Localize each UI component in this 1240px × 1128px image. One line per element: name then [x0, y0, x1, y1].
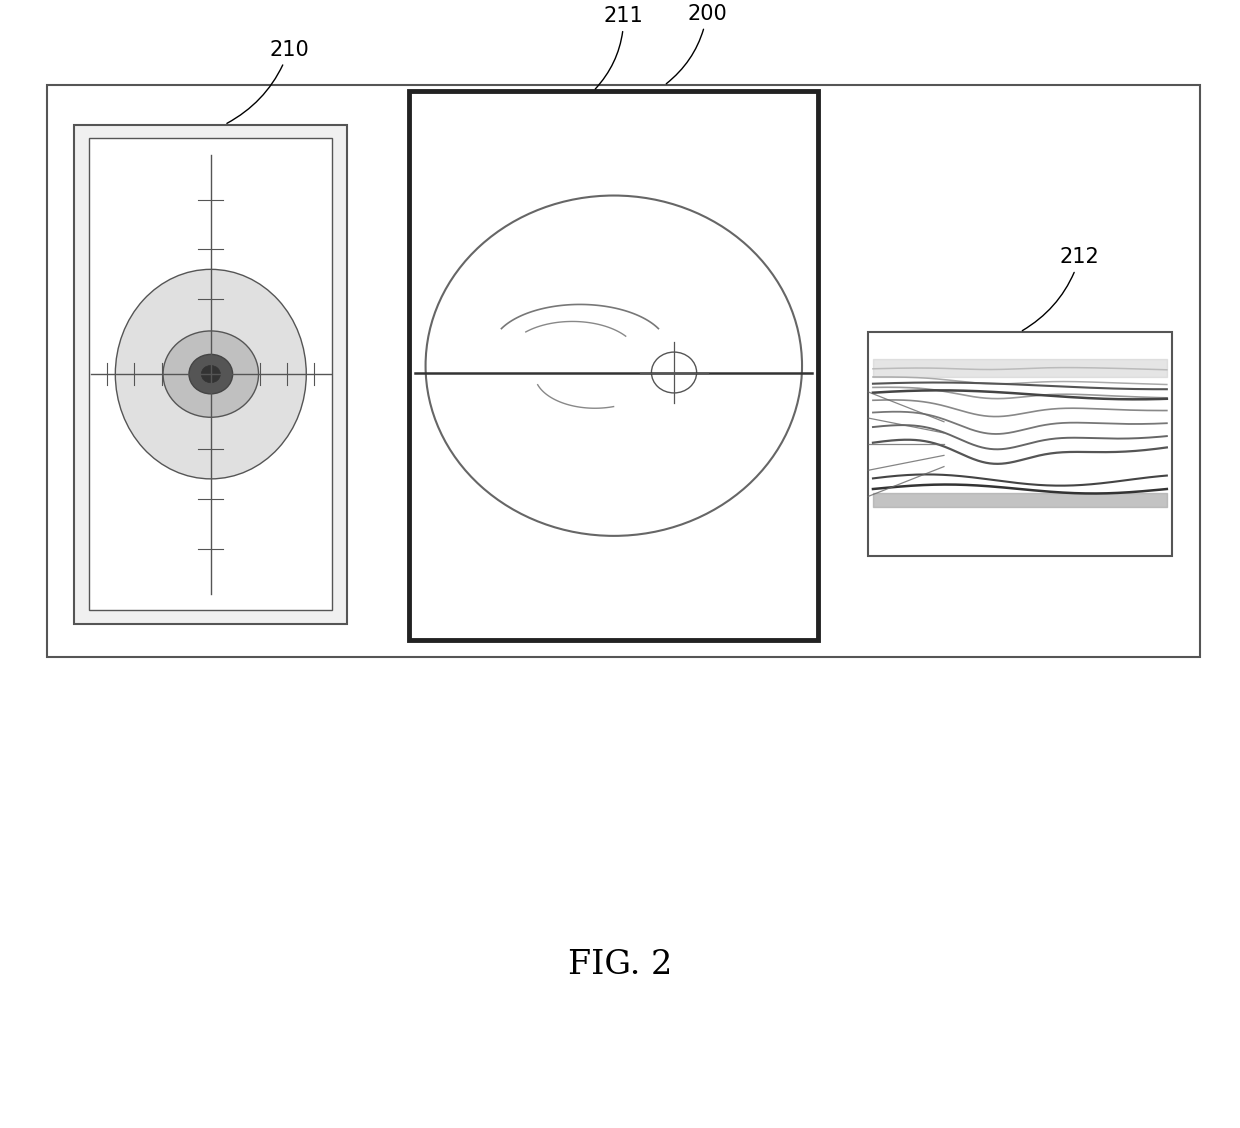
Bar	[89, 138, 332, 610]
Bar	[868, 332, 1172, 556]
Circle shape	[201, 365, 221, 382]
Text: FIG. 2: FIG. 2	[568, 950, 672, 981]
Circle shape	[651, 352, 697, 393]
Bar	[74, 125, 347, 624]
Text: 210: 210	[227, 39, 309, 123]
Ellipse shape	[115, 270, 306, 479]
Text: 211: 211	[595, 6, 644, 89]
Text: 212: 212	[1022, 247, 1100, 331]
Bar	[47, 86, 1200, 658]
Text: 200: 200	[666, 3, 727, 83]
Bar	[409, 91, 818, 641]
Circle shape	[162, 331, 258, 417]
Circle shape	[425, 195, 802, 536]
Circle shape	[188, 354, 233, 394]
